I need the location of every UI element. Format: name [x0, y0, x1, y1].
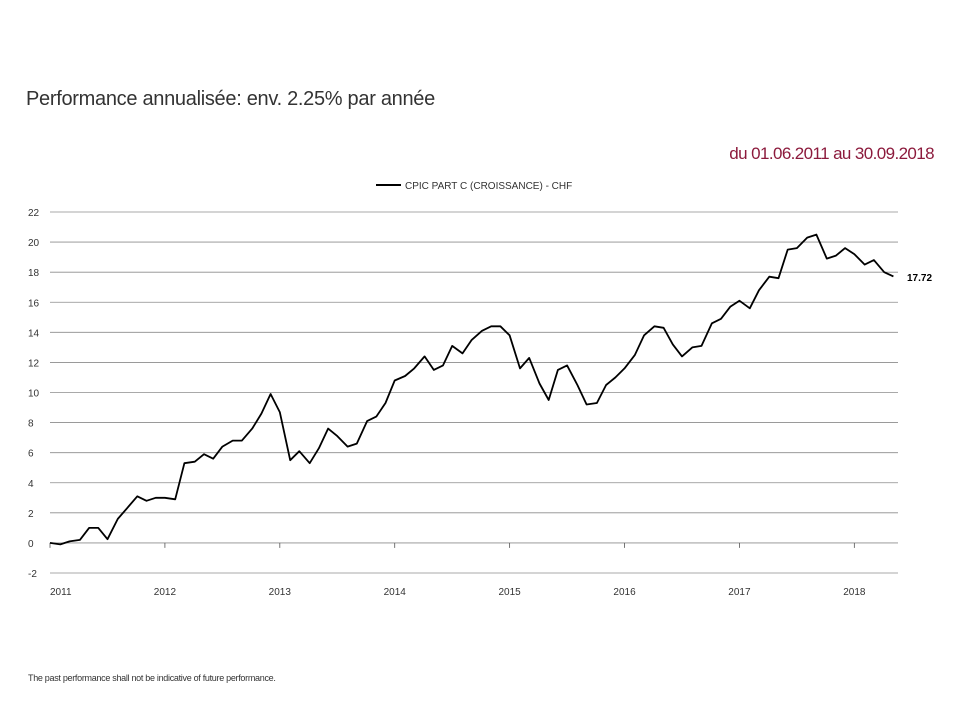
series-layer — [49, 233, 894, 546]
legend-label: CPIC PART C (CROISSANCE) - CHF — [405, 181, 572, 192]
x-tick-label: 2013 — [269, 587, 292, 598]
y-tick-label: -2 — [28, 569, 37, 580]
y-tick-label: 10 — [28, 389, 40, 400]
x-tick-label: 2012 — [154, 587, 177, 598]
x-tick-label: 2016 — [613, 587, 636, 598]
series-line — [49, 233, 894, 546]
y-tick-label: 14 — [28, 328, 40, 339]
y-tick-label: 2 — [28, 509, 34, 520]
y-axis-ticks: -2 0 2 4 6 8 10 12 14 16 18 20 22 — [28, 208, 40, 580]
x-tick-label: 2018 — [843, 587, 866, 598]
y-tick-label: 20 — [28, 238, 40, 249]
y-tick-label: 22 — [28, 208, 40, 219]
y-tick-label: 4 — [28, 479, 34, 490]
y-tick-label: 12 — [28, 358, 40, 369]
x-tick-label: 2015 — [498, 587, 521, 598]
period-label: du 01.06.2011 au 30.09.2018 — [729, 144, 934, 163]
x-tick-label: 2014 — [384, 587, 407, 598]
y-tick-label: 8 — [28, 419, 34, 430]
disclaimer-text: The past performance shall not be indica… — [28, 673, 276, 683]
legend: CPIC PART C (CROISSANCE) - CHF — [376, 181, 572, 192]
y-tick-label: 16 — [28, 298, 40, 309]
end-value-label: 17.72 — [907, 273, 932, 284]
y-tick-label: 6 — [28, 449, 34, 460]
x-tick-label: 2017 — [728, 587, 751, 598]
y-tick-label: 0 — [28, 539, 34, 550]
chart-title: Performance annualisée: env. 2.25% par a… — [26, 88, 435, 110]
x-axis-ticks: 2011 2012 2013 2014 2015 2016 2017 2018 — [49, 542, 866, 598]
x-tick-label: 2011 — [50, 587, 72, 598]
y-tick-label: 18 — [28, 268, 40, 279]
gridlines — [50, 211, 898, 574]
